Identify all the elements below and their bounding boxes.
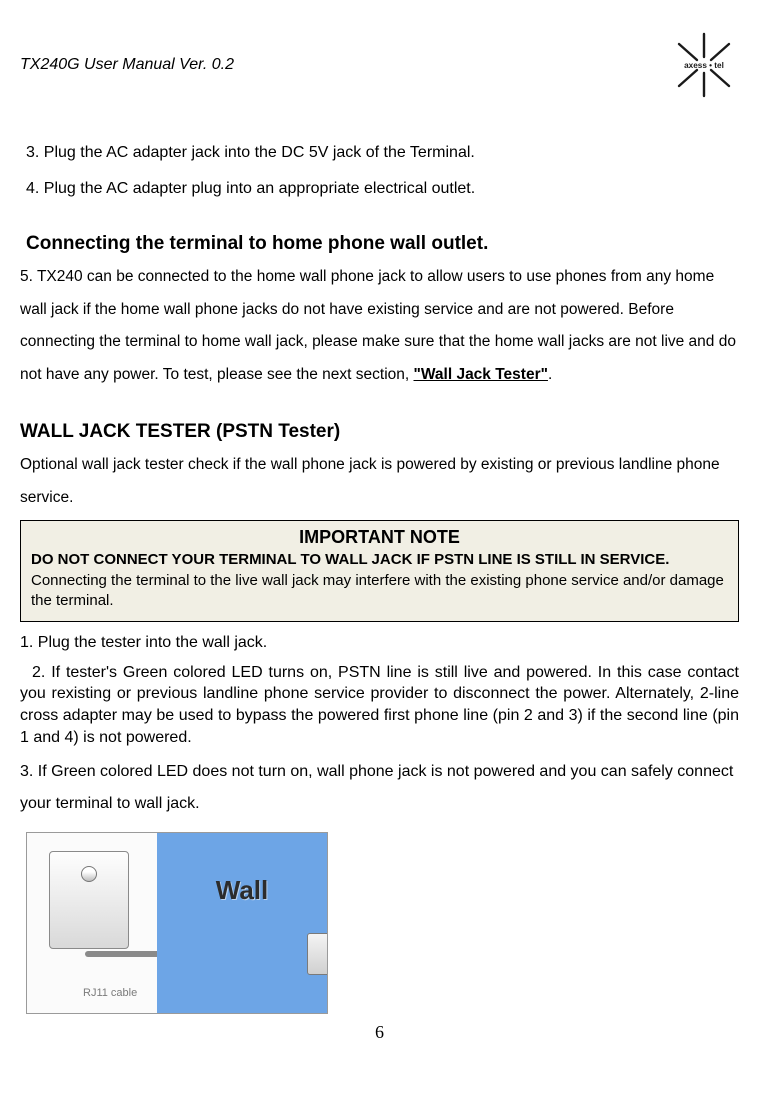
wall-jack-tester-link: "Wall Jack Tester" <box>414 366 548 383</box>
section1-paragraph: 5. TX240 can be connected to the home wa… <box>20 261 739 391</box>
section1-lead: 5. TX240 can be connected to the home wa… <box>20 268 736 383</box>
section-heading-tester: WALL JACK TESTER (PSTN Tester) <box>20 421 739 443</box>
rj11-cable-label: RJ11 cable <box>83 987 137 999</box>
brand-logo: axess • tel <box>669 30 739 100</box>
section-heading-connecting: Connecting the terminal to home phone wa… <box>26 233 739 255</box>
page-header: TX240G User Manual Ver. 0.2 axess • tel <box>20 30 739 100</box>
note-title: IMPORTANT NOTE <box>31 527 728 548</box>
doc-title: TX240G User Manual Ver. 0.2 <box>20 56 234 74</box>
wall-jack-icon <box>307 933 328 975</box>
note-body: DO NOT CONNECT YOUR TERMINAL TO WALL JAC… <box>31 550 728 611</box>
wall-label: Wall <box>216 875 268 906</box>
wall-jack-figure: RJ11 cable Wall <box>26 832 326 1014</box>
tester-step-2: 2. If tester's Green colored LED turns o… <box>20 662 739 748</box>
tester-step-1: 1. Plug the tester into the wall jack. <box>20 632 739 654</box>
tester-led-icon <box>81 866 97 882</box>
note-bold-line: DO NOT CONNECT YOUR TERMINAL TO WALL JAC… <box>31 551 669 568</box>
logo-text: axess • tel <box>684 61 724 70</box>
section2-intro: Optional wall jack tester check if the w… <box>20 449 739 514</box>
figure-tester-side: RJ11 cable <box>27 833 157 1013</box>
step-3: 3. Plug the AC adapter jack into the DC … <box>26 140 739 166</box>
important-note-box: IMPORTANT NOTE DO NOT CONNECT YOUR TERMI… <box>20 520 739 622</box>
step-4: 4. Plug the AC adapter plug into an appr… <box>26 176 739 202</box>
figure-frame: RJ11 cable Wall <box>26 832 328 1014</box>
tester-step-3: 3. If Green colored LED does not turn on… <box>20 756 739 820</box>
note-rest-text: Connecting the terminal to the live wall… <box>31 572 724 609</box>
page-number: 6 <box>20 1022 739 1043</box>
section1-tail: . <box>548 366 552 383</box>
page: TX240G User Manual Ver. 0.2 axess • tel … <box>0 0 759 1053</box>
figure-wall-side: Wall <box>157 833 327 1013</box>
tester-device-icon <box>49 851 129 949</box>
